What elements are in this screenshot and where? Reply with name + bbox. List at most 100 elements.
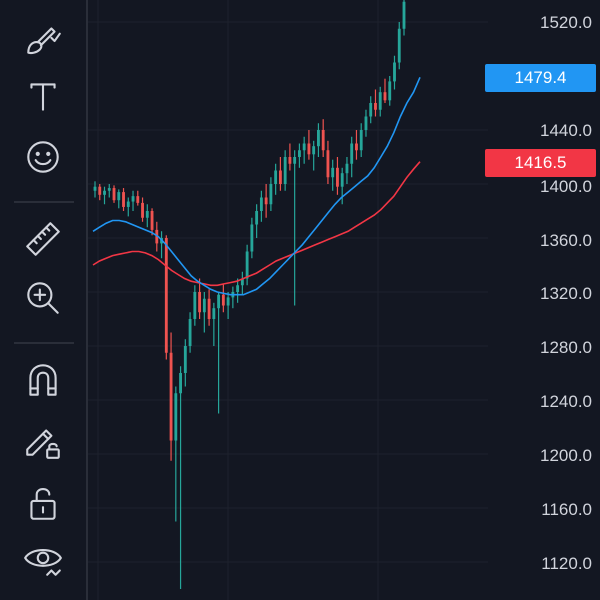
price-axis-label: 1400.0 [540, 177, 592, 196]
candle-body [150, 211, 154, 230]
candle-body [374, 103, 377, 110]
candle-body [103, 190, 106, 195]
candle-body [240, 278, 244, 286]
candle-body [331, 167, 335, 178]
candle-body [274, 170, 278, 184]
candle-body [326, 150, 330, 178]
brush-icon [22, 19, 64, 66]
candle-body [336, 167, 339, 187]
candle-body [131, 196, 135, 202]
candle-body [297, 150, 301, 157]
candle-body [364, 116, 368, 130]
candle-body [117, 192, 121, 201]
ma-fast-line [92, 76, 421, 296]
text-icon [22, 75, 64, 122]
candle-body [107, 188, 111, 191]
candle-body [198, 292, 202, 313]
smiley-icon [22, 136, 64, 183]
candle-body [112, 188, 116, 201]
text-tool[interactable] [18, 73, 68, 123]
chart-canvas[interactable] [88, 0, 600, 600]
candle-body [136, 196, 140, 203]
candle-body [317, 130, 320, 147]
candle-body [397, 28, 401, 63]
price-axis-label: 1440.0 [540, 121, 592, 140]
candle-body [245, 251, 249, 279]
candle-body [264, 197, 268, 205]
pencil-lock-icon [22, 419, 64, 466]
candle-body [174, 393, 178, 441]
price-axis-label: 1160.0 [541, 500, 592, 519]
candle-body [93, 186, 97, 191]
candle-body [126, 201, 130, 207]
price-axis-label: 1280.0 [540, 338, 592, 357]
candle-body [350, 143, 354, 164]
lock-tool[interactable] [18, 480, 68, 530]
ruler-tool[interactable] [18, 216, 68, 266]
ma-slow-price-badge: 1416.5 [485, 149, 596, 177]
eye-icon [22, 539, 64, 586]
candle-body [188, 319, 192, 346]
visibility-tool[interactable] [18, 537, 68, 587]
candle-body [307, 143, 311, 155]
toolbar-divider [14, 342, 74, 344]
price-axis-label: 1200.0 [540, 446, 592, 465]
unlock-icon [22, 482, 64, 529]
candle-body [217, 294, 221, 309]
zoom-tool[interactable] [18, 275, 68, 325]
candle-body [383, 92, 387, 101]
toolbar-border [86, 0, 88, 600]
candle-body [250, 224, 254, 252]
brush-tool[interactable] [18, 17, 68, 67]
candle-body [321, 130, 325, 151]
candle-body [288, 157, 292, 164]
ma-fast-price-badge: 1479.4 [485, 64, 596, 92]
candle-body [283, 157, 287, 184]
candle-body [183, 346, 187, 373]
candle-body [98, 186, 102, 195]
candle-body [207, 298, 211, 319]
candle-body [141, 202, 144, 218]
ma-slow-line [92, 161, 421, 287]
candle-body [179, 373, 182, 394]
candle-body [193, 292, 197, 319]
candle-body [393, 62, 396, 82]
candle-body [278, 170, 282, 184]
candle-body [221, 294, 225, 306]
candle-body [169, 352, 173, 441]
candle-body [369, 103, 373, 117]
candle-body [145, 211, 149, 218]
candle-body [402, 1, 406, 29]
price-chart[interactable] [88, 0, 600, 600]
toolbar-divider [14, 201, 74, 203]
candle-body [236, 285, 240, 292]
candle-body [164, 238, 168, 353]
magnet-icon [22, 359, 64, 406]
candle-body [359, 130, 363, 151]
candle-body [202, 298, 206, 313]
price-axis-label: 1120.0 [541, 554, 592, 573]
candle-body [269, 184, 273, 205]
drawing-toolbar [0, 0, 86, 600]
candle-body [226, 297, 230, 306]
candle-body [293, 157, 297, 164]
candle-body [340, 173, 344, 187]
candle-body [212, 308, 216, 319]
candle-body [259, 197, 263, 211]
zoom-in-icon [22, 277, 64, 324]
price-axis-label: 1360.0 [540, 231, 592, 250]
candle-body [378, 92, 382, 110]
price-axis-label: 1240.0 [540, 392, 592, 411]
candle-body [345, 163, 349, 174]
price-axis-label: 1520.0 [540, 13, 592, 32]
candle-body [388, 81, 392, 101]
candle-body [312, 146, 316, 155]
ruler-icon [22, 218, 64, 265]
emoji-tool[interactable] [18, 134, 68, 184]
candle-body [302, 143, 306, 151]
price-axis-label: 1320.0 [540, 284, 592, 303]
lock-drawing-tool[interactable] [18, 417, 68, 467]
candle-body [355, 143, 358, 151]
candle-body [122, 192, 125, 207]
magnet-tool[interactable] [18, 357, 68, 407]
